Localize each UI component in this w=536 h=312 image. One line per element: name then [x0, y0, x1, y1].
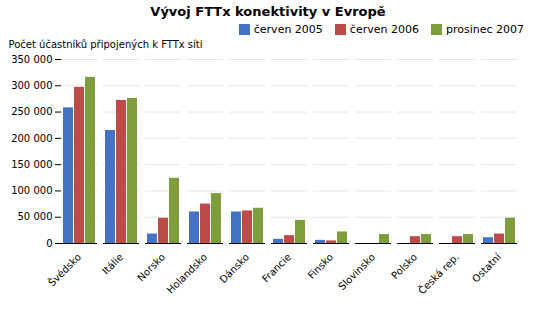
svg-text:250 000: 250 000	[11, 106, 52, 117]
svg-text:200 000: 200 000	[11, 133, 52, 144]
svg-text:Francie: Francie	[260, 251, 293, 284]
svg-text:Dánsko: Dánsko	[217, 251, 251, 285]
svg-text:Norsko: Norsko	[135, 251, 167, 283]
svg-text:Švédsko: Švédsko	[45, 251, 83, 289]
svg-text:50 000: 50 000	[18, 211, 53, 222]
svg-text:Holandsko: Holandsko	[165, 251, 210, 296]
svg-text:Polsko: Polsko	[389, 251, 419, 281]
svg-text:Počet účastníků připojených k: Počet účastníků připojených k FTTx síti	[9, 39, 203, 50]
svg-text:Slovinsko: Slovinsko	[336, 251, 377, 292]
svg-text:0: 0	[46, 238, 52, 249]
svg-text:350 000: 350 000	[11, 54, 52, 65]
svg-text:300 000: 300 000	[11, 80, 52, 91]
svg-text:100 000: 100 000	[11, 185, 52, 196]
svg-text:Finsko: Finsko	[306, 251, 336, 281]
html-text:červen 2006: červen 2006	[349, 22, 419, 36]
html-text:prosinec 2007: prosinec 2007	[445, 22, 524, 36]
svg-text:150 000: 150 000	[11, 159, 52, 170]
svg-text:Česká rep.: Česká rep.	[415, 251, 461, 297]
svg-text:Ostatní: Ostatní	[470, 250, 504, 284]
svg-text:Itálie: Itálie	[100, 251, 125, 276]
html-text:Vývoj FTTx konektivity v Evrop: Vývoj FTTx konektivity v Evropě	[150, 4, 386, 19]
html-text:červen 2005: červen 2005	[253, 22, 323, 36]
